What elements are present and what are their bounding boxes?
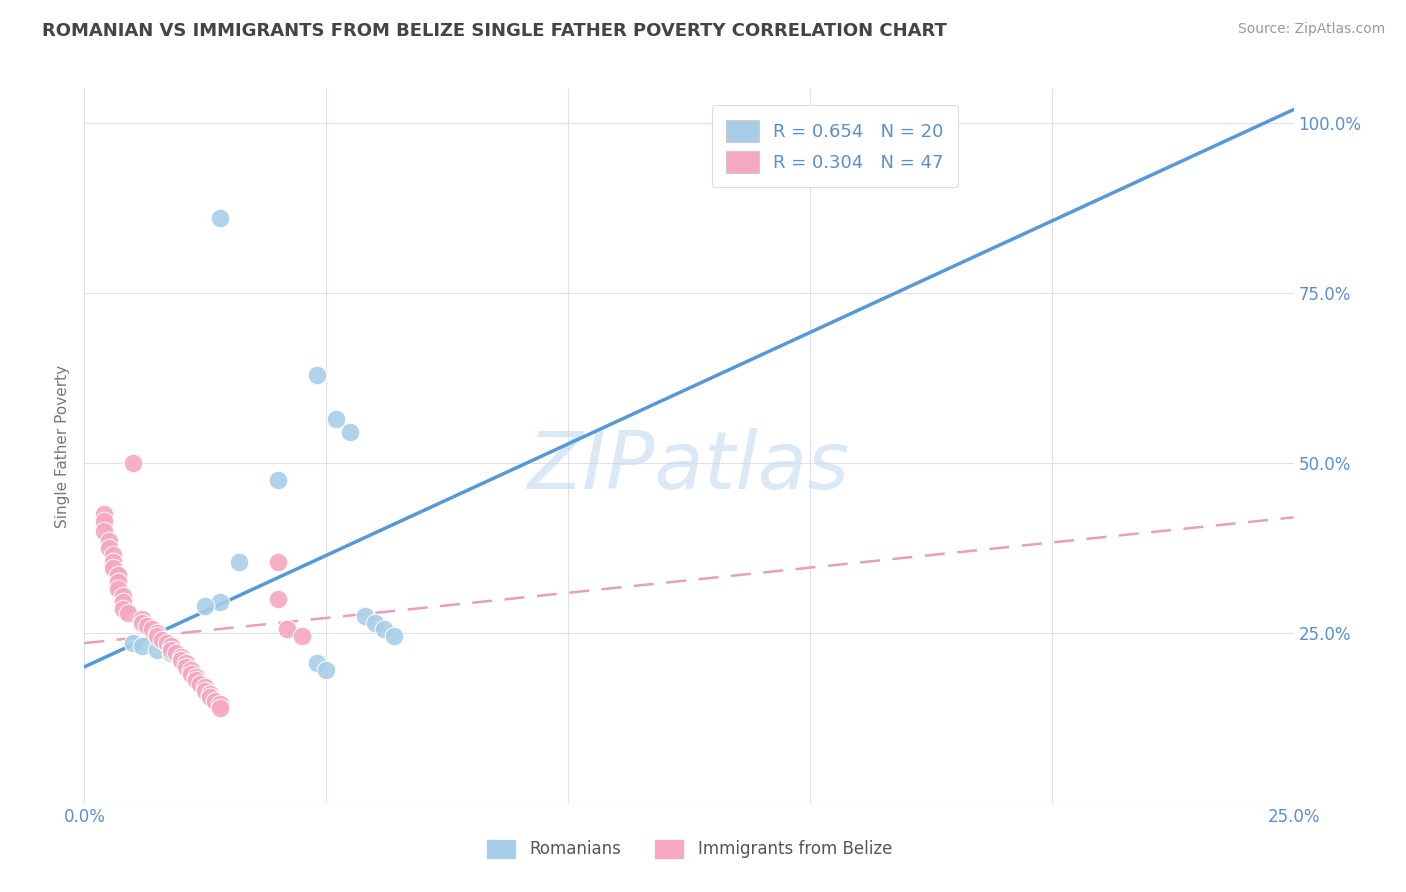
- Point: [267, 591, 290, 606]
- Point: [180, 666, 202, 681]
- Y-axis label: Single Father Poverty: Single Father Poverty: [55, 365, 70, 527]
- Point: [155, 636, 177, 650]
- Point: [208, 700, 231, 714]
- Point: [339, 425, 361, 440]
- Point: [315, 663, 337, 677]
- Point: [208, 595, 231, 609]
- Point: [373, 623, 395, 637]
- Point: [363, 615, 385, 630]
- Point: [146, 629, 169, 643]
- Point: [170, 649, 193, 664]
- Point: [146, 626, 169, 640]
- Point: [198, 690, 221, 705]
- Text: Source: ZipAtlas.com: Source: ZipAtlas.com: [1237, 22, 1385, 37]
- Point: [112, 595, 135, 609]
- Point: [121, 636, 143, 650]
- Point: [141, 623, 163, 637]
- Point: [136, 619, 159, 633]
- Point: [117, 606, 139, 620]
- Point: [228, 555, 250, 569]
- Point: [174, 660, 197, 674]
- Point: [194, 680, 217, 694]
- Point: [97, 541, 120, 555]
- Point: [305, 368, 328, 382]
- Point: [131, 640, 153, 654]
- Point: [354, 608, 377, 623]
- Point: [103, 561, 125, 575]
- Point: [276, 623, 298, 637]
- Point: [112, 602, 135, 616]
- Point: [103, 548, 125, 562]
- Point: [146, 643, 169, 657]
- Legend: Romanians, Immigrants from Belize: Romanians, Immigrants from Belize: [479, 832, 898, 866]
- Point: [291, 629, 314, 643]
- Point: [184, 670, 207, 684]
- Point: [165, 646, 187, 660]
- Point: [150, 632, 173, 647]
- Point: [131, 615, 153, 630]
- Point: [160, 646, 183, 660]
- Point: [170, 653, 193, 667]
- Point: [107, 574, 129, 589]
- Point: [131, 612, 153, 626]
- Point: [93, 524, 115, 538]
- Point: [208, 698, 231, 712]
- Point: [107, 568, 129, 582]
- Point: [184, 673, 207, 688]
- Point: [170, 649, 193, 664]
- Point: [107, 582, 129, 596]
- Point: [194, 599, 217, 613]
- Point: [305, 657, 328, 671]
- Point: [267, 473, 290, 487]
- Point: [121, 456, 143, 470]
- Point: [194, 683, 217, 698]
- Point: [325, 412, 347, 426]
- Point: [170, 653, 193, 667]
- Point: [204, 694, 226, 708]
- Point: [382, 629, 405, 643]
- Point: [208, 211, 231, 226]
- Point: [174, 657, 197, 671]
- Point: [93, 514, 115, 528]
- Point: [97, 534, 120, 549]
- Point: [93, 507, 115, 521]
- Point: [112, 589, 135, 603]
- Point: [198, 687, 221, 701]
- Point: [190, 677, 212, 691]
- Point: [160, 643, 183, 657]
- Point: [180, 663, 202, 677]
- Point: [103, 555, 125, 569]
- Text: ZIPatlas: ZIPatlas: [527, 428, 851, 507]
- Text: ROMANIAN VS IMMIGRANTS FROM BELIZE SINGLE FATHER POVERTY CORRELATION CHART: ROMANIAN VS IMMIGRANTS FROM BELIZE SINGL…: [42, 22, 948, 40]
- Point: [160, 640, 183, 654]
- Point: [267, 555, 290, 569]
